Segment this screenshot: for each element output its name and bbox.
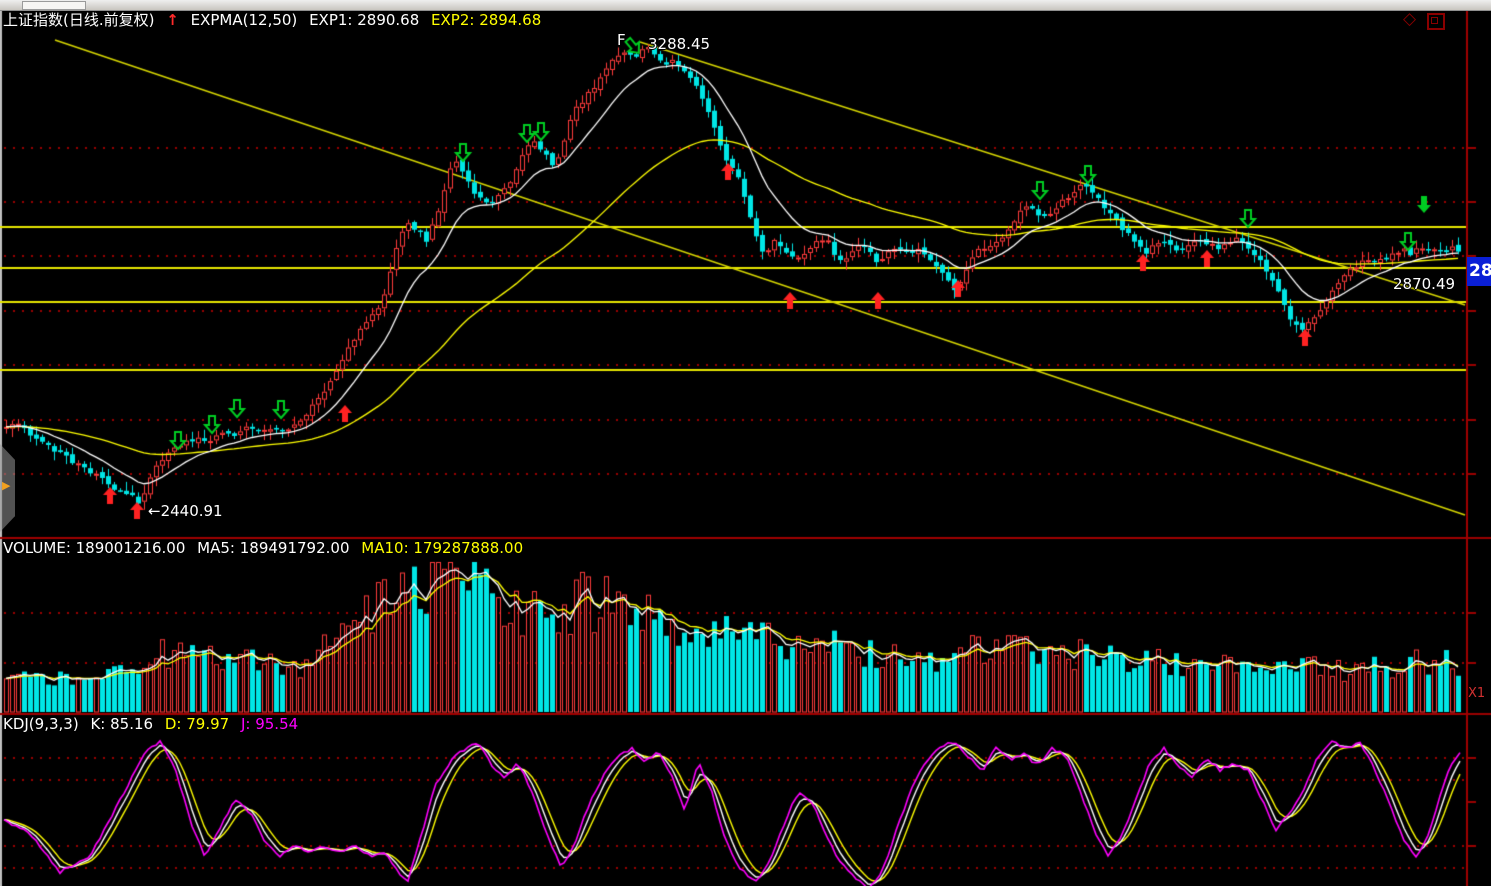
peak-price-label: 3288.45: [648, 35, 711, 53]
exp1-value: EXP1: 2890.68: [309, 11, 420, 29]
volume-ma5-value: MA5: 189491792.00: [197, 539, 350, 557]
kdj-legend: KDJ(9,3,3) K: 85.16 D: 79.97 J: 95.54: [3, 716, 305, 733]
axis-scale-label: X1: [1468, 686, 1486, 701]
window-titlebar: [0, 0, 1491, 11]
kdj-j-value: J: 95.54: [240, 715, 299, 733]
window-mode-icon[interactable]: [1427, 13, 1445, 30]
volume-legend: VOLUME: 189001216.00 MA5: 189491792.00 M…: [3, 540, 530, 557]
flyout-expand-icon[interactable]: ▶: [2, 479, 11, 492]
titlebar-button[interactable]: [22, 1, 86, 10]
low-price-label: ←2440.91: [148, 502, 223, 520]
instrument-title: 上证指数(日线.前复权): [3, 11, 155, 29]
volume-value: VOLUME: 189001216.00: [3, 539, 186, 557]
sidebar-flyout-tab[interactable]: ▶: [0, 444, 15, 532]
buy-signal-icon: ↑: [166, 11, 179, 29]
diamond-icon[interactable]: ◇: [1403, 9, 1417, 29]
main-legend: 上证指数(日线.前复权) ↑ EXPMA(12,50) EXP1: 2890.6…: [3, 12, 548, 29]
kdj-k-value: K: 85.16: [90, 715, 154, 733]
indicator-name: EXPMA(12,50): [190, 11, 298, 29]
volume-ma10-value: MA10: 179287888.00: [361, 539, 524, 557]
kdj-d-value: D: 79.97: [164, 715, 230, 733]
exp2-value: EXP2: 2894.68: [431, 11, 542, 29]
last-price-label: 2870.49: [1393, 275, 1456, 293]
price-axis-badge: 28: [1467, 257, 1491, 286]
peak-flag-label: F: [617, 31, 626, 49]
kdj-name: KDJ(9,3,3): [3, 715, 79, 733]
